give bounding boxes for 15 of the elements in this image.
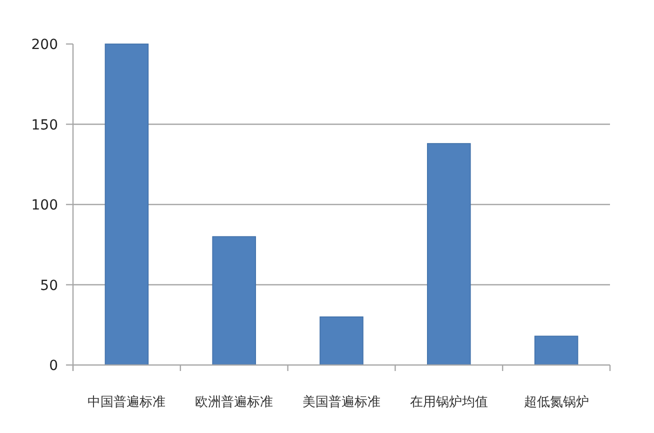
y-tick-label: 100 — [31, 198, 58, 214]
y-tick-label: 50 — [40, 278, 58, 294]
y-tick-label: 200 — [31, 37, 58, 53]
bar — [320, 316, 364, 366]
bar — [534, 336, 578, 366]
y-tick-label: 0 — [49, 358, 58, 374]
bar — [104, 44, 149, 366]
bar — [212, 236, 256, 366]
x-tick-label: 超低氮锅炉 — [524, 395, 589, 410]
x-tick-label: 美国普遍标准 — [302, 394, 380, 410]
bar — [427, 143, 471, 366]
y-tick-label: 150 — [31, 117, 58, 134]
x-tick-label: 中国普遍标准 — [88, 394, 166, 410]
x-tick-label: 欧洲普遍标准 — [195, 394, 274, 410]
x-tick-label: 在用锅炉均值 — [410, 395, 488, 410]
